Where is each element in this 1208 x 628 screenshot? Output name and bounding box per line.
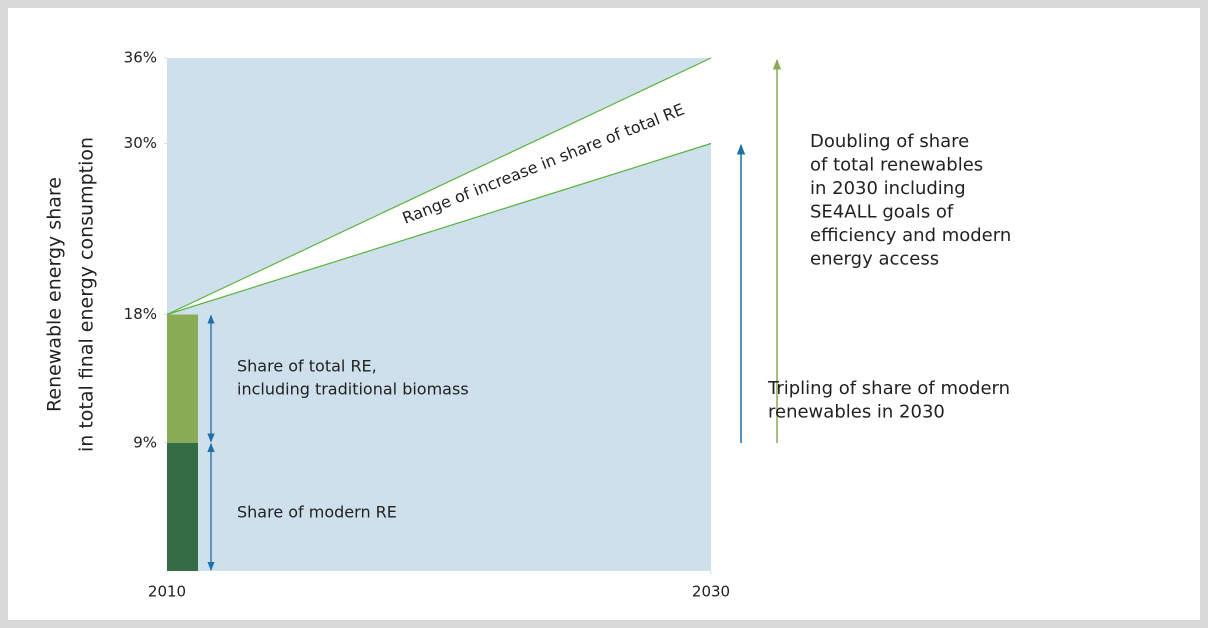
y-tick-label: 9%: [133, 433, 157, 451]
y-tick-label: 18%: [124, 305, 157, 323]
annotation: Tripling of share of modern: [767, 378, 1010, 399]
bar-label: Share of modern RE: [237, 502, 397, 521]
bar-label: Share of total RE,: [237, 357, 377, 376]
bar-segment: [167, 314, 198, 443]
annotation: in 2030 including: [810, 178, 966, 199]
range-line: [166, 57, 712, 316]
bar-segment: [167, 442, 198, 571]
y-axis-label: in total final energy consumption: [76, 137, 98, 452]
y-tick-label: 36%: [124, 49, 157, 67]
annotation: Doubling of share: [810, 131, 969, 152]
x-tick-label: 2010: [148, 583, 186, 601]
y-axis-label: Renewable energy share: [44, 177, 66, 412]
y-tick-label: 30%: [124, 134, 157, 152]
annotation: SE4ALL goals of: [810, 202, 954, 223]
bar-label: including traditional biomass: [237, 380, 469, 399]
annotation: energy access: [810, 249, 939, 270]
range-line: [166, 142, 712, 316]
annotation: renewables in 2030: [768, 402, 945, 423]
annotation: efficiency and modern: [810, 225, 1011, 246]
x-tick-label: 2030: [692, 583, 730, 601]
annotation: of total renewables: [810, 155, 983, 176]
